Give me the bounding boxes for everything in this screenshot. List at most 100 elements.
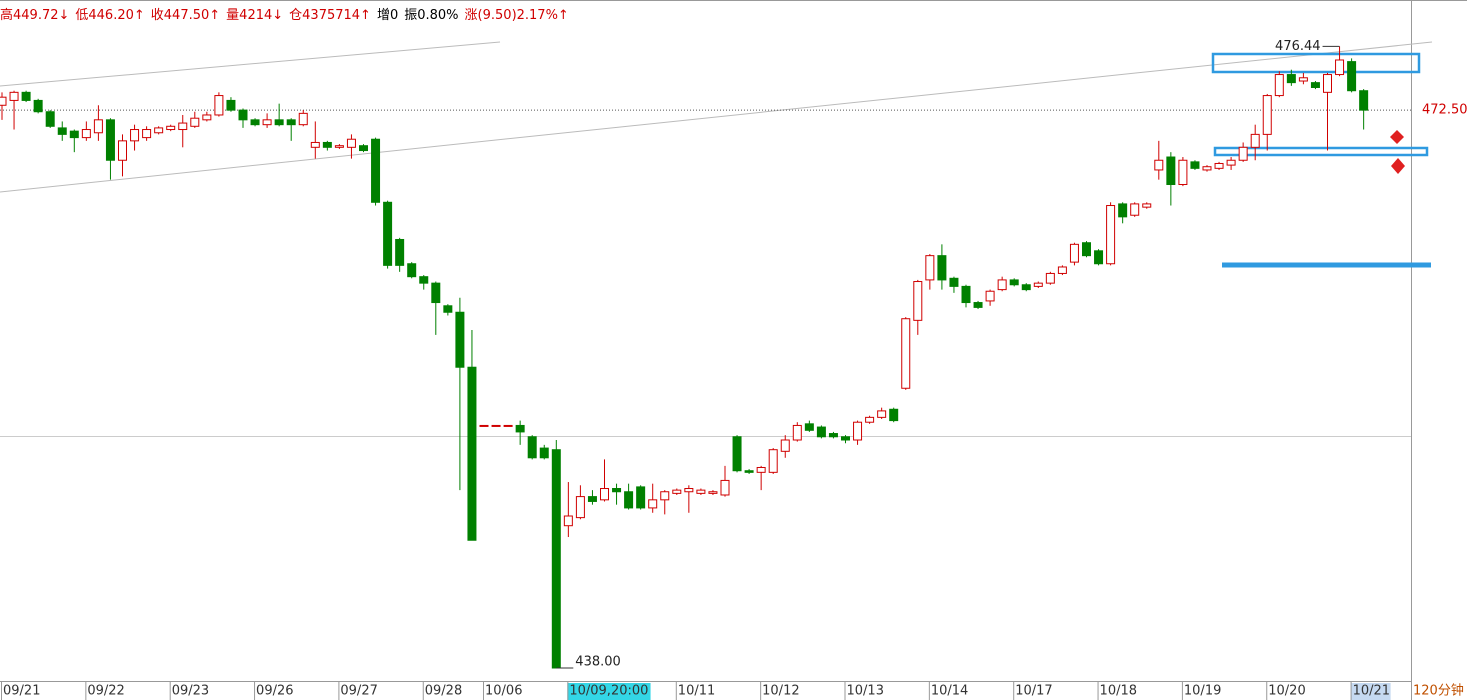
max-label: 476.44	[1275, 39, 1321, 54]
min-label: 438.00	[575, 655, 621, 670]
candle-body	[419, 276, 429, 284]
candle-body	[1057, 266, 1067, 274]
candle-body	[262, 119, 272, 126]
candle-body	[612, 488, 622, 493]
candle-body	[479, 424, 489, 427]
candle-body	[515, 424, 525, 433]
candle-body	[816, 426, 826, 438]
up-arrow	[1390, 130, 1404, 144]
x-tick-label: 09/28	[425, 684, 462, 699]
candle-body	[202, 114, 212, 121]
candle-body	[1142, 203, 1152, 208]
candle-body	[780, 439, 790, 452]
x-tick-label: 09/23	[172, 684, 209, 699]
candle-body	[443, 305, 453, 313]
x-tick-label: 10/19	[1184, 684, 1221, 699]
candle-body	[1323, 74, 1332, 93]
candle-body	[1166, 156, 1176, 186]
candle-body	[660, 491, 670, 501]
highlight-box	[1211, 52, 1421, 74]
candle-body	[286, 119, 296, 126]
candle-body	[0, 96, 7, 106]
x-tick-label: 10/09,20:00	[569, 684, 648, 699]
candle-body	[527, 436, 537, 459]
candle-body	[1274, 74, 1284, 97]
candle-body	[467, 366, 477, 541]
candle-body	[636, 486, 646, 509]
candle-body	[178, 122, 188, 131]
header: 高449.72↓ 低446.20↑ 收447.50↑ 量4214↓ 仓4375714↑ 增…	[0, 4, 575, 23]
x-tick-label: 10/06	[485, 684, 522, 699]
x-tick-label: 10/17	[1015, 684, 1052, 699]
candle-body	[624, 491, 634, 509]
candle-body	[1310, 82, 1320, 88]
candle-body	[1154, 159, 1164, 171]
candle-body	[744, 470, 754, 473]
x-tick-label: 10/13	[847, 684, 884, 699]
header-item: 涨(9.50)2.17%↑	[464, 8, 569, 23]
x-tick-label: 09/21	[3, 684, 40, 699]
candle-body	[937, 255, 947, 281]
candle-body	[274, 119, 284, 126]
candle-body	[166, 125, 176, 131]
candle-body	[732, 436, 742, 472]
candle-body	[768, 449, 778, 473]
x-label-highlight	[567, 683, 651, 700]
candle-body	[804, 423, 814, 431]
candle-body	[1082, 242, 1091, 257]
x-tick-label: 09/27	[340, 684, 377, 699]
candle-body	[346, 138, 356, 148]
candle-body	[491, 424, 501, 427]
header-item: 振0.80%	[404, 8, 459, 23]
candle-body	[901, 318, 911, 389]
x-tick-label: 10/21	[1353, 684, 1390, 699]
header-item: 收447.50↑	[150, 8, 221, 23]
candle-body	[1069, 243, 1079, 263]
candle-body	[298, 112, 308, 126]
x-tick-label: 10/11	[678, 684, 715, 699]
candle-body	[1118, 203, 1128, 218]
candle-body	[720, 479, 730, 496]
candle-body	[539, 447, 549, 459]
header-item: 低446.20↑	[75, 8, 145, 23]
candle-body	[371, 138, 381, 203]
candle-body	[1045, 272, 1055, 284]
x-tick-label: 10/20	[1268, 684, 1305, 699]
candle-body	[334, 145, 344, 148]
candle-body	[853, 421, 863, 441]
header-item: 高449.72↓	[0, 8, 70, 23]
candle-body	[33, 99, 43, 113]
trend-line	[0, 41, 1433, 193]
candle-body	[1033, 282, 1043, 287]
candle-body	[973, 302, 983, 308]
candle-body	[142, 129, 152, 139]
x-tick-label: 09/22	[87, 684, 124, 699]
candle-body	[383, 201, 393, 266]
candle-body	[1335, 59, 1345, 76]
candle-body	[1347, 61, 1357, 92]
candle-body	[57, 127, 67, 135]
candle-body	[1190, 161, 1200, 169]
candle-body	[359, 145, 368, 152]
candle-body	[997, 279, 1007, 291]
candle-body	[9, 91, 19, 101]
candle-body	[154, 127, 164, 134]
period-label: 120分钟	[1413, 683, 1464, 699]
candle-body	[1214, 162, 1224, 169]
candle-body	[118, 140, 127, 161]
candle-body	[1130, 203, 1140, 216]
candle-body	[238, 109, 248, 121]
x-tick-label: 10/18	[1100, 684, 1137, 699]
candle-body	[913, 281, 923, 321]
candle-body	[841, 436, 850, 441]
x-tick-label: 10/14	[931, 684, 968, 699]
candle-body	[1009, 279, 1019, 286]
candle-body	[1202, 166, 1212, 171]
header-item: 仓4375714↑	[289, 8, 371, 23]
candle-body	[407, 263, 417, 278]
trend-line	[0, 41, 501, 87]
candle-body	[226, 99, 236, 111]
header-item: 增0	[376, 8, 399, 23]
